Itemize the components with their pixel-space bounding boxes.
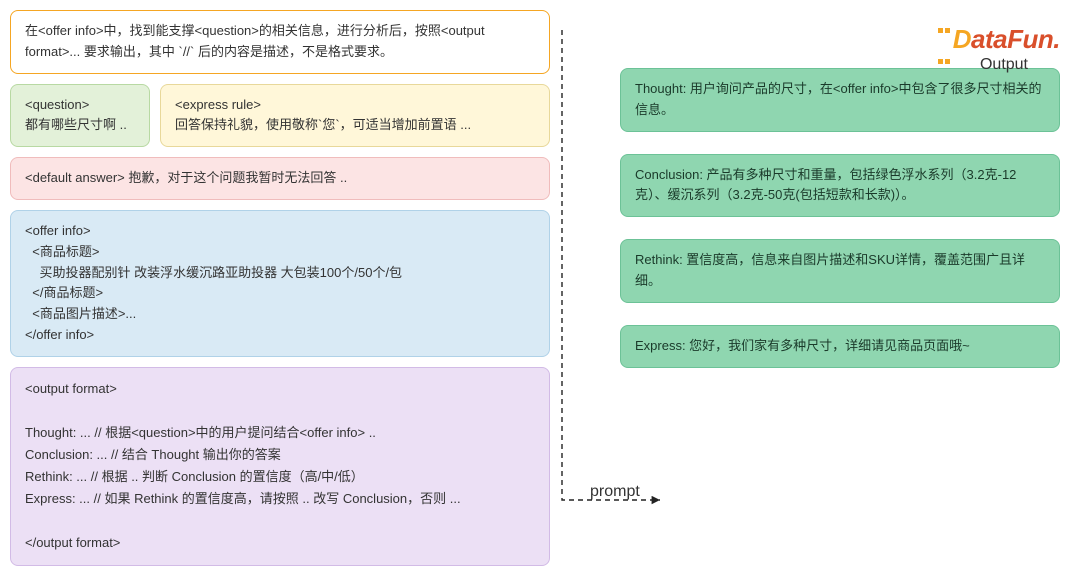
prompt-column: 在<offer info>中，找到能支撑<question>的相关信息，进行分析… [10,10,550,541]
logo-rest: ataFun. [971,24,1060,54]
layout: 在<offer info>中，找到能支撑<question>的相关信息，进行分析… [0,0,1080,551]
output-column: Thought: 用户询问产品的尺寸，在<offer info>中包含了很多尺寸… [620,10,1070,541]
rethink-box: Rethink: 置信度高，信息来自图片描述和SKU详情，覆盖范围广且详细。 [620,239,1060,303]
thought-box: Thought: 用户询问产品的尺寸，在<offer info>中包含了很多尺寸… [620,68,1060,132]
express-box: Express: 您好，我们家有多种尺寸，详细请见商品页面哦~ [620,325,1060,368]
question-express-row: <question> 都有哪些尺寸啊 .. <express rule> 回答保… [10,84,550,148]
default-answer-box: <default answer> 抱歉，对于这个问题我暂时无法回答 .. [10,157,550,200]
question-box: <question> 都有哪些尺寸啊 .. [10,84,150,148]
output-label: Output [980,56,1028,74]
conclusion-box: Conclusion: 产品有多种尺寸和重量，包括绿色浮水系列（3.2克-12克… [620,154,1060,218]
instruction-box: 在<offer info>中，找到能支撑<question>的相关信息，进行分析… [10,10,550,74]
offer-info-box: <offer info> <商品标题> 买助投器配别针 改装浮水缓沉路亚助投器 … [10,210,550,357]
logo-dots-icon [937,10,951,72]
prompt-label: prompt [590,483,640,501]
output-format-box: <output format> Thought: ... // 根据<quest… [10,367,550,566]
logo-letter-d: D [953,24,971,54]
express-rule-box: <express rule> 回答保持礼貌，使用敬称`您`，可适当增加前置语 .… [160,84,550,148]
